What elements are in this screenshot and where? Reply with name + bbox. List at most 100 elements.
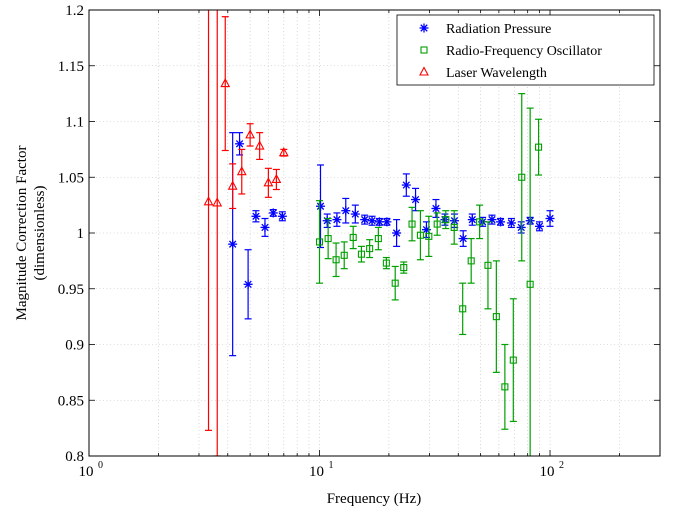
x-tick-label: 10 xyxy=(540,464,555,480)
data-point xyxy=(518,173,526,181)
data-point xyxy=(487,215,497,225)
error-bar xyxy=(408,206,416,242)
data-point xyxy=(268,208,278,218)
data-point xyxy=(341,206,351,216)
data-point xyxy=(227,180,238,190)
error-bar xyxy=(442,210,450,230)
data-point xyxy=(408,220,416,228)
legend-label-radiation-pressure: Radiation Pressure xyxy=(446,22,551,37)
data-point xyxy=(374,217,384,227)
data-point xyxy=(476,218,484,226)
ticks xyxy=(88,9,661,457)
error-bar xyxy=(467,237,475,284)
error-bar xyxy=(416,210,424,261)
data-point xyxy=(416,231,424,239)
error-bar xyxy=(213,10,221,456)
data-point xyxy=(277,211,287,221)
data-point xyxy=(382,259,390,267)
y-axis-label-line-2: (dimensionless) xyxy=(32,186,48,281)
error-bar xyxy=(492,260,500,373)
data-point xyxy=(235,139,245,149)
data-point xyxy=(401,180,411,190)
data-point xyxy=(332,215,342,225)
legend-label-laser-wavelength: Laser Wavelength xyxy=(446,66,547,81)
x-axis-label: Frequency (Hz) xyxy=(327,491,422,507)
error-bar xyxy=(382,256,390,270)
data-point xyxy=(382,217,392,227)
data-point xyxy=(526,280,534,288)
data-point xyxy=(467,215,477,225)
data-point xyxy=(459,305,467,313)
data-point xyxy=(534,221,544,231)
error-bar xyxy=(374,226,382,251)
error-bar xyxy=(459,282,467,336)
data-point xyxy=(245,129,256,139)
x-tick-exponent: 2 xyxy=(559,460,564,471)
data-point xyxy=(203,196,214,206)
error-bar xyxy=(229,163,237,210)
error-bar xyxy=(535,118,543,176)
error-bar xyxy=(518,93,526,262)
x-tick-exponent: 0 xyxy=(98,460,103,471)
error-bar xyxy=(256,132,264,161)
data-point xyxy=(545,214,555,224)
data-point xyxy=(392,228,402,238)
data-point xyxy=(278,147,289,157)
error-bar xyxy=(400,261,408,274)
error-bar xyxy=(332,242,340,278)
error-bar xyxy=(450,210,458,245)
data-point xyxy=(431,203,441,213)
error-bar xyxy=(484,221,492,310)
error-bar xyxy=(221,16,229,152)
data-point xyxy=(360,215,370,225)
error-bar xyxy=(501,343,509,430)
data-point xyxy=(433,220,441,228)
data-point xyxy=(332,256,340,264)
data-point xyxy=(535,143,543,151)
data-point xyxy=(350,209,360,219)
data-point xyxy=(243,279,253,289)
legend-marker-square xyxy=(420,46,428,54)
error-bar xyxy=(340,241,348,270)
data-point xyxy=(400,264,408,272)
error-bar xyxy=(391,265,399,301)
data-point xyxy=(391,279,399,287)
data-point xyxy=(271,173,282,184)
series-layer xyxy=(203,10,555,456)
data-point xyxy=(366,245,374,253)
y-tick-label: 1 xyxy=(77,226,85,242)
error-bar xyxy=(264,167,272,198)
legend-marker-triangle xyxy=(419,66,429,76)
data-point xyxy=(501,383,509,391)
y-tick-label: 0.9 xyxy=(65,338,84,354)
data-point xyxy=(367,216,377,226)
data-point xyxy=(236,166,247,176)
data-point xyxy=(411,195,421,205)
data-point xyxy=(425,232,433,240)
series-radio-frequency-oscillator xyxy=(315,93,543,456)
error-bar xyxy=(425,215,433,258)
y-axis-label-line-1: Magnitude Correction Factor xyxy=(14,146,30,321)
legend-label-radio-frequency-oscillator: Radio-Frequency Oscillator xyxy=(446,44,602,59)
data-point xyxy=(467,257,475,265)
error-bar xyxy=(349,225,357,250)
data-point xyxy=(374,235,382,243)
data-point xyxy=(324,235,332,243)
data-point xyxy=(506,218,516,228)
data-point xyxy=(260,222,270,232)
error-bar xyxy=(246,123,254,147)
data-point xyxy=(315,238,324,246)
data-point xyxy=(349,233,357,242)
tick-labels: 0.8 0.85 0.9 0.95 1 1.05 1.1 1.15 1.2 10 0 10 1 10 2 xyxy=(58,3,564,480)
error-bar xyxy=(316,200,324,284)
data-point xyxy=(458,234,468,244)
data-point xyxy=(228,239,238,249)
legend: Radiation Pressure Radio-Frequency Oscil… xyxy=(396,14,655,86)
data-point xyxy=(442,216,450,224)
data-point xyxy=(484,261,492,269)
y-tick-label: 0.85 xyxy=(58,393,84,409)
error-bar xyxy=(238,148,246,195)
x-tick-label: 10 xyxy=(309,464,324,480)
legend-marker-asterisk xyxy=(419,23,429,33)
